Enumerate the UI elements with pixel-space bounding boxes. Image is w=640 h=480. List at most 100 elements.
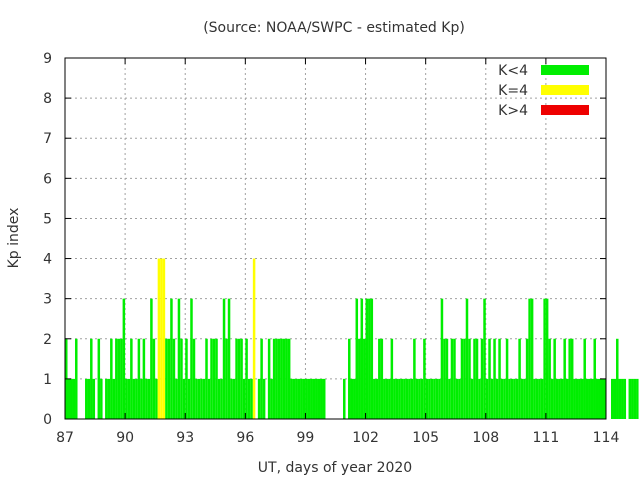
kp-bar <box>368 298 371 419</box>
y-tick-label: 4 <box>43 252 52 268</box>
kp-bar <box>150 298 153 419</box>
kp-bar <box>395 378 399 419</box>
kp-bar <box>363 338 366 419</box>
legend-label: K=4 <box>498 83 528 99</box>
kp-bar <box>220 378 223 419</box>
kp-bar <box>350 378 354 419</box>
y-tick-labels: 0 1 2 3 4 5 6 7 8 9 <box>43 51 52 428</box>
kp-bar <box>353 378 356 419</box>
kp-bar <box>205 338 208 419</box>
kp-bar <box>70 378 73 419</box>
kp-bar <box>175 378 178 419</box>
kp-bar <box>290 378 293 419</box>
kp-bar <box>616 338 619 419</box>
kp-bar <box>147 378 151 419</box>
kp-bar <box>250 378 253 419</box>
kp-bar <box>170 298 173 419</box>
kp-bar <box>575 378 579 419</box>
kp-bar <box>375 378 379 419</box>
kp-bar <box>580 378 584 419</box>
y-tick-label: 9 <box>43 51 52 67</box>
kp-bar <box>438 378 441 419</box>
kp-bar <box>495 378 499 419</box>
kp-bar <box>458 378 461 419</box>
kp-bar <box>100 378 103 419</box>
y-tick-label: 1 <box>43 372 52 388</box>
kp-bar <box>603 378 606 419</box>
x-tick-label: 99 <box>297 430 315 446</box>
kp-bar <box>285 338 288 419</box>
kp-bar <box>475 338 479 419</box>
kp-bar <box>565 378 569 419</box>
kp-bar <box>528 298 531 419</box>
kp-bar <box>240 338 243 419</box>
kp-bar <box>433 378 436 419</box>
kp-bar <box>227 298 231 419</box>
kp-bar <box>383 378 386 419</box>
y-tick-label: 3 <box>43 292 52 308</box>
kp-bar <box>140 378 143 419</box>
kp-bars <box>65 258 639 419</box>
kp-bar <box>127 378 131 419</box>
x-tick-label: 105 <box>412 430 439 446</box>
x-axis-label: UT, days of year 2020 <box>258 460 412 476</box>
kp-bar <box>92 378 96 419</box>
chart-title: (Source: NOAA/SWPC - estimated Kp) <box>203 20 465 36</box>
kp-bar <box>120 338 123 419</box>
kp-bar <box>212 338 216 419</box>
kp-bar <box>297 378 301 419</box>
kp-bar <box>450 338 454 419</box>
kp-bar <box>343 378 346 419</box>
kp-bar <box>480 338 484 419</box>
kp-bar <box>197 378 201 419</box>
kp-bar <box>535 378 539 419</box>
kp-bar <box>563 338 566 419</box>
kp-bar <box>468 338 471 419</box>
x-tick-label: 96 <box>236 430 254 446</box>
kp-bar <box>483 298 486 419</box>
y-tick-label: 2 <box>43 332 52 348</box>
kp-bar <box>503 378 506 419</box>
kp-bar <box>267 338 271 419</box>
kp-bar <box>125 378 128 419</box>
kp-bar <box>305 378 308 419</box>
kp-bar <box>530 298 534 419</box>
legend-label: K<4 <box>498 63 528 79</box>
kp-bar <box>448 378 451 419</box>
grid-lines <box>65 58 606 419</box>
kp-bar <box>428 378 431 419</box>
kp-bar <box>538 378 541 419</box>
kp-bar <box>508 378 511 419</box>
kp-bar <box>232 378 236 419</box>
kp-bar <box>550 378 554 419</box>
kp-bar <box>380 338 384 419</box>
kp-bar <box>410 378 414 419</box>
y-tick-label: 6 <box>43 171 52 187</box>
kp-bar <box>595 378 599 419</box>
kp-bar <box>460 338 464 419</box>
kp-bar <box>583 338 586 419</box>
kp-bar <box>408 378 411 419</box>
kp-bar <box>398 378 401 419</box>
kp-bar <box>621 378 624 419</box>
kp-bar <box>420 378 424 419</box>
kp-bar <box>510 378 514 419</box>
x-tick-label: 87 <box>56 430 74 446</box>
kp-bar <box>573 378 576 419</box>
legend-swatch <box>541 65 589 75</box>
kp-bar <box>593 338 596 419</box>
kp-bar <box>322 378 326 419</box>
kp-bar <box>247 378 251 419</box>
kp-bar <box>440 298 444 419</box>
kp-bar <box>473 338 476 419</box>
kp-bar <box>598 378 601 419</box>
kp-bar <box>453 338 456 419</box>
kp-bar <box>137 338 141 419</box>
kp-bar <box>107 378 111 419</box>
kp-bar <box>202 378 206 419</box>
x-tick-label: 102 <box>352 430 379 446</box>
kp-bar <box>272 338 276 419</box>
kp-bar <box>287 338 291 419</box>
kp-bar <box>195 378 198 419</box>
kp-bar <box>600 378 604 419</box>
